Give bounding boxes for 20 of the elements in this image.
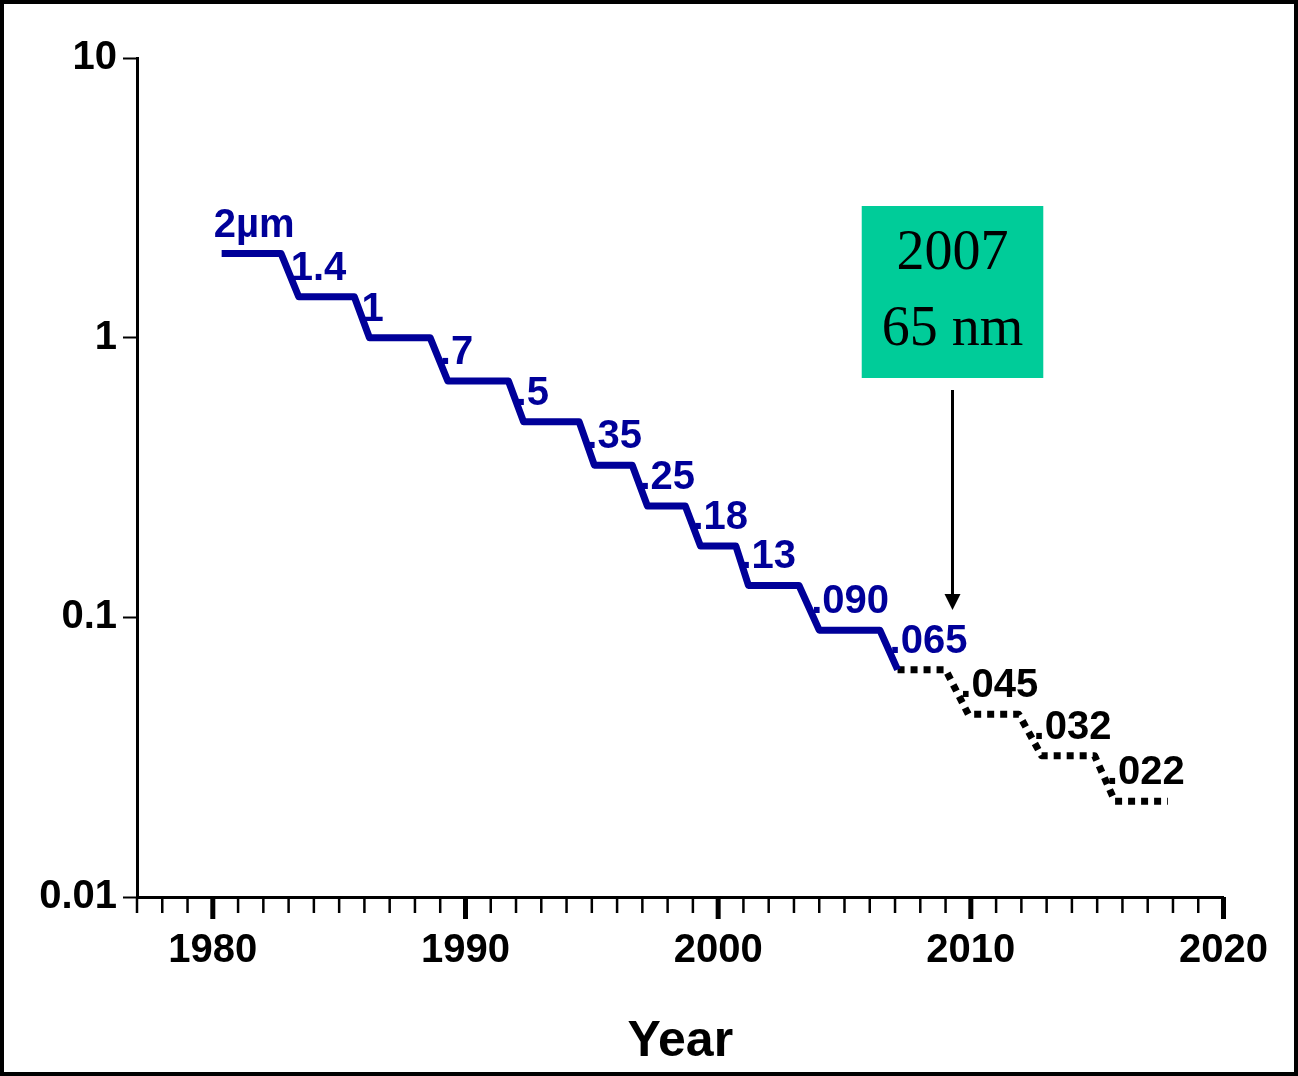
data-label: .090	[811, 577, 890, 622]
x-tick-label: 2000	[673, 926, 763, 971]
data-label: .022	[1106, 748, 1185, 793]
y-tick-label: 0.1	[61, 592, 117, 637]
data-label: 1	[361, 284, 384, 329]
data-label: 1.4	[290, 243, 348, 288]
y-tick-label: 1	[94, 312, 117, 357]
x-tick-label: 1990	[420, 926, 510, 971]
x-axis-title: Year	[627, 1010, 734, 1067]
data-label: .7	[439, 328, 474, 373]
annotation: 2007 65 nm	[881, 218, 1024, 357]
data-label: .065	[889, 616, 968, 661]
y-tick-label: 0.01	[39, 872, 117, 917]
x-tick-label: 2020	[1179, 926, 1268, 971]
data-label: .35	[586, 412, 642, 457]
y-tick-label: 10	[72, 33, 117, 78]
data-label: .5	[515, 368, 549, 413]
x-tick-label: 2010	[926, 926, 1016, 971]
data-label: 2µm	[213, 200, 295, 245]
x-tick-label: 1980	[168, 926, 258, 971]
